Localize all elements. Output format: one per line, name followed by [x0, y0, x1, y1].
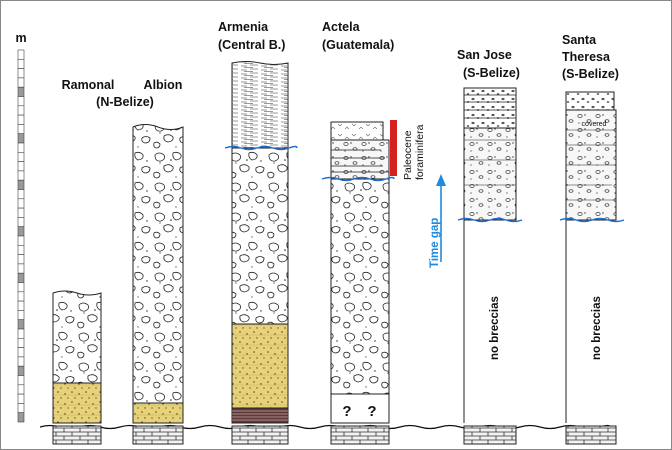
scale-segment: [17, 365, 25, 376]
scale-segment: [17, 245, 25, 255]
gravel-unit: [565, 91, 615, 111]
scale-segment: [17, 347, 25, 358]
scale-segment: [17, 393, 25, 404]
breccia-unit: [132, 124, 184, 404]
column-title-actela: Actela: [322, 20, 361, 34]
time-gap-label: Time gap: [429, 218, 441, 268]
scale-segment: [17, 170, 25, 181]
paleocene-range-bar: [390, 120, 397, 176]
column-subtitle-santa-theresa: Theresa: [562, 50, 611, 64]
column-santa-theresa: Santa Theresa (S-Belize) covered no brec…: [559, 33, 625, 445]
sandstone-unit: [231, 323, 289, 409]
scale-segment: [17, 319, 25, 330]
breccia-unit: [231, 147, 289, 325]
scale-segment: [17, 133, 25, 144]
scale-segment: [17, 58, 25, 69]
no-breccias-label: no breccias: [591, 296, 603, 360]
dark-basal-unit: [231, 407, 289, 424]
scale-segment: [17, 337, 25, 348]
column-ramonal: Ramonal (N-Belize): [52, 78, 154, 445]
sandstone-unit: [132, 402, 184, 424]
column-title-san-jose: San Jose: [457, 48, 512, 62]
column-albion: Albion: [132, 78, 184, 445]
scale-segment: [17, 310, 25, 320]
scale-segment: [17, 105, 25, 116]
scale-segment: [17, 114, 25, 125]
column-region-santa-theresa: (S-Belize): [562, 67, 619, 81]
paleocene-label: Paleocene: [402, 130, 414, 180]
limestone-basement: [52, 425, 102, 445]
scale-segment: [17, 226, 25, 237]
limestone-basement: [463, 425, 517, 445]
unknown-mark-2: ?: [367, 403, 376, 420]
marl-unit: [330, 121, 384, 141]
limestone-basement: [330, 425, 390, 445]
scale-segment: [17, 403, 25, 413]
scale-segment: [17, 272, 25, 283]
scale-segment: [17, 291, 25, 302]
contact-line: [224, 145, 298, 151]
column-subtitle-actela: (Guatemala): [322, 38, 394, 52]
contact-line: [457, 217, 523, 223]
scale-segment: [17, 254, 25, 265]
column-subtitle-san-jose: (S-Belize): [463, 66, 520, 80]
scale-segment: [17, 356, 25, 367]
limestone-basement: [565, 425, 617, 445]
column-armenia: Armenia (Central B.): [218, 20, 298, 445]
contact-line: [321, 176, 395, 182]
scale-segment: [17, 77, 25, 88]
scale-segment: [17, 384, 25, 395]
covered-note: covered: [582, 121, 607, 128]
limestone-basement: [231, 425, 289, 445]
gravel-unit: [463, 87, 517, 129]
foraminifera-label: foraminifera: [414, 124, 426, 180]
column-san-jose: San Jose (S-Belize) no breccias: [457, 48, 523, 445]
unknown-interval: [330, 393, 390, 424]
scale-segment: [17, 142, 25, 153]
scale-segment: [17, 86, 25, 97]
scale-segment: [17, 68, 25, 79]
limestone-basement: [132, 425, 184, 445]
meter-scale-bar: m: [15, 31, 27, 423]
time-gap-arrowhead: [436, 174, 446, 186]
column-title-armenia: Armenia: [218, 20, 269, 34]
no-breccias-label: no breccias: [489, 296, 501, 360]
scale-segment: [17, 217, 25, 227]
shale-unit: [231, 61, 289, 149]
sandstone-unit: [52, 382, 102, 424]
scale-segment: [17, 161, 25, 172]
scale-segment: [17, 179, 25, 190]
basal-unconformity-line: [39, 424, 611, 430]
scale-segment: [17, 124, 25, 135]
scale-segment: [17, 189, 25, 200]
column-title-ramonal: Ramonal: [62, 78, 115, 92]
scale-segment: [17, 300, 25, 311]
scale-segment: [17, 96, 25, 107]
scale-segment: [17, 375, 25, 386]
scale-segment: [17, 49, 25, 60]
scale-segment: [17, 207, 25, 218]
scale-segment: [17, 412, 25, 423]
column-subtitle-armenia: (Central B.): [218, 38, 285, 52]
column-title-santa-theresa: Santa: [562, 33, 597, 47]
unknown-mark-1: ?: [342, 403, 351, 420]
column-actela: Actela (Guatemala) ? ? Paleocene foramin…: [321, 20, 446, 445]
scale-segment: [17, 263, 25, 274]
conglomerate-unit: [330, 139, 390, 180]
scale-segment: [17, 235, 25, 246]
column-title-albion: Albion: [144, 78, 183, 92]
scale-segment: [17, 152, 25, 162]
column-subtitle-ramonal: (N-Belize): [96, 95, 154, 109]
conglomerate-unit: [463, 127, 517, 221]
breccia-unit: [52, 290, 102, 384]
scale-segment: [17, 282, 25, 293]
scale-unit-label: m: [15, 31, 26, 45]
contact-line: [559, 217, 625, 223]
breccia-unit: [330, 178, 390, 395]
scale-segment: [17, 328, 25, 339]
scale-segment: [17, 198, 25, 209]
